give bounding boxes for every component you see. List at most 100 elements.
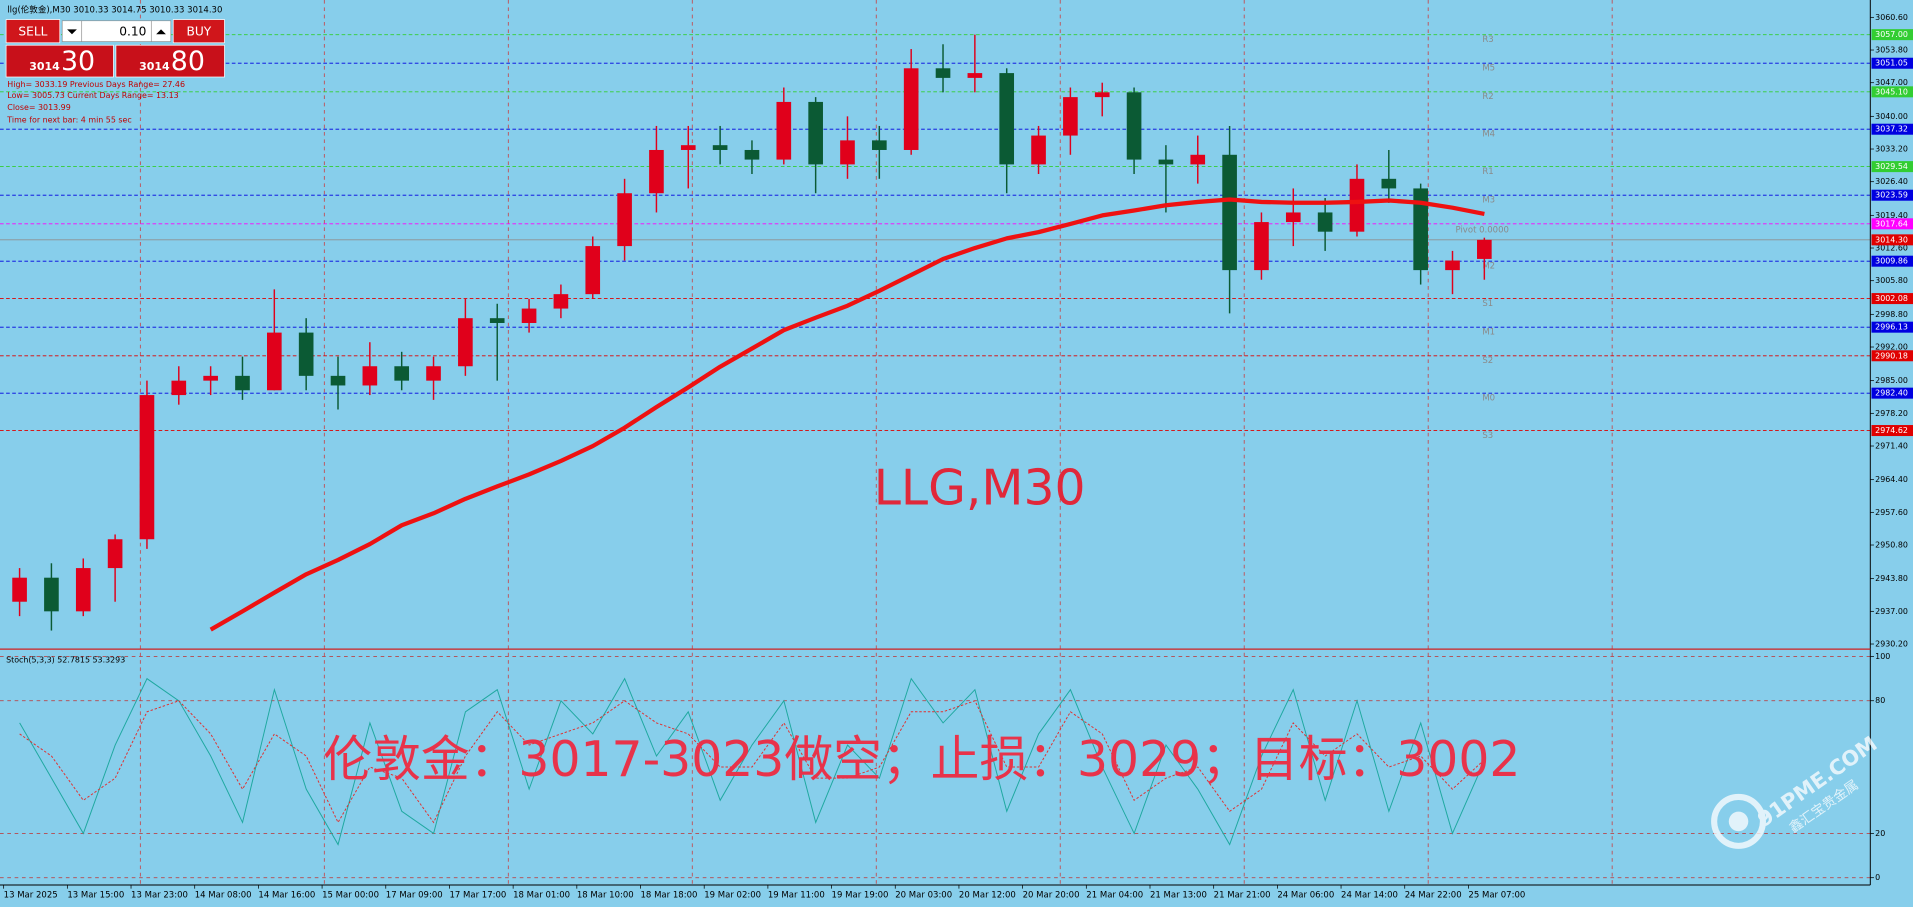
level-tag <box>1871 29 1913 41</box>
x-tick-label: 20 Mar 12:00 <box>959 890 1016 900</box>
sell-button[interactable] <box>5 19 61 44</box>
candle-body <box>649 149 664 194</box>
up-arrow <box>156 29 166 35</box>
candle-body <box>1317 212 1333 232</box>
pivot-name: S3 <box>1482 431 1493 441</box>
x-tick-label: 13 Mar 2025 <box>4 890 58 900</box>
pivot-name: M1 <box>1482 328 1495 338</box>
x-tick-label: 24 Mar 14:00 <box>1341 890 1398 900</box>
lot-value[interactable]: 0.10 <box>119 24 146 38</box>
candle-body <box>776 101 792 160</box>
candle-body <box>171 380 187 396</box>
logo-ring <box>1711 793 1766 849</box>
candle-body <box>1126 92 1142 160</box>
pivot-name: M2 <box>1482 262 1495 272</box>
buy-button[interactable] <box>172 19 225 44</box>
sell-label[interactable]: SELL <box>18 24 47 38</box>
y-tick-label: 3047.00 <box>1875 78 1908 87</box>
trade-annotation: 伦敦金：3017-3023做空；止损：3029；目标：3002 <box>323 731 1520 788</box>
candle-body <box>75 568 91 612</box>
y-tick-label: 2998.80 <box>1875 310 1908 319</box>
x-tick-label: 17 Mar 09:00 <box>386 890 443 900</box>
candle-body <box>712 145 728 150</box>
x-tick-label: 13 Mar 15:00 <box>67 890 124 900</box>
candle-body <box>1063 97 1078 136</box>
ask-main[interactable]: 3014 <box>139 60 170 73</box>
candle-body <box>1094 92 1110 98</box>
level-tag <box>1871 123 1913 135</box>
pivot-name: S1 <box>1482 299 1493 309</box>
candle-body <box>1381 178 1397 189</box>
pivot-name: R2 <box>1482 92 1493 102</box>
bid-main[interactable]: 3014 <box>29 60 60 73</box>
info-line: Close= 3013.99 <box>7 103 70 112</box>
y-tick-label: 2930.20 <box>1875 640 1908 649</box>
candle-body <box>1190 154 1206 165</box>
ask-box[interactable] <box>115 44 225 78</box>
candle-body <box>744 149 760 160</box>
level-label: 3023.59 <box>1875 191 1908 200</box>
x-tick-label: 20 Mar 20:00 <box>1023 890 1080 900</box>
x-tick-label: 18 Mar 18:00 <box>641 890 698 900</box>
bid-box[interactable] <box>5 44 114 78</box>
stoch-line <box>19 700 1485 824</box>
current-price-label: 3014.30 <box>1875 235 1908 244</box>
level-tag <box>1871 218 1913 230</box>
level-tag <box>1871 57 1913 69</box>
level-tag <box>1871 387 1913 399</box>
y-tick-label: 3019.40 <box>1875 211 1908 220</box>
level-label: 3029.54 <box>1875 162 1908 171</box>
buy-label[interactable]: BUY <box>186 24 211 38</box>
candle-body <box>362 366 378 386</box>
ask-big[interactable]: 80 <box>171 46 205 77</box>
stoch-line <box>19 677 1485 846</box>
pivot-name: S2 <box>1482 356 1493 366</box>
level-label: 2990.18 <box>1875 351 1908 360</box>
candle-body <box>585 246 601 295</box>
candle-body <box>999 73 1015 165</box>
x-tick-label: 13 Mar 23:00 <box>131 890 188 900</box>
candle-body <box>330 375 346 386</box>
x-tick-label: 21 Mar 13:00 <box>1150 890 1207 900</box>
candle-body <box>1222 154 1237 271</box>
candle-body <box>426 366 441 381</box>
level-tag <box>1871 425 1913 437</box>
candle-body <box>139 395 155 540</box>
y-tick-label: 3012.60 <box>1875 244 1908 253</box>
y-tick-label: 3040.00 <box>1875 112 1908 121</box>
logo-dot <box>1728 811 1749 832</box>
candle-body <box>394 366 410 381</box>
x-tick-label: 19 Mar 19:00 <box>832 890 889 900</box>
moving-average <box>209 197 1485 632</box>
pivot-name: R3 <box>1482 35 1493 45</box>
info-line: Low= 3005.73 Current Days Range= 13.13 <box>7 91 178 100</box>
candle-body <box>1031 135 1046 165</box>
level-label: 3057.00 <box>1875 30 1908 39</box>
candle-body <box>903 68 919 150</box>
x-tick-label: 18 Mar 01:00 <box>513 890 570 900</box>
candle-body <box>458 318 473 367</box>
y-tick-label: 2957.60 <box>1875 508 1908 517</box>
candle-body <box>1349 178 1365 232</box>
y-tick-label: 20 <box>1875 829 1885 838</box>
candle-body <box>680 145 696 150</box>
level-tag <box>1871 86 1913 98</box>
info-line: High= 3033.19 Previous Days Range= 27.46 <box>7 80 185 89</box>
y-tick-label: 3005.80 <box>1875 276 1908 285</box>
y-tick-label: 3053.80 <box>1875 46 1908 55</box>
down-arrow <box>67 29 77 35</box>
level-label: 2982.40 <box>1875 389 1908 398</box>
candle-body <box>967 73 983 78</box>
candle-body <box>107 539 123 569</box>
x-tick-label: 14 Mar 16:00 <box>258 890 315 900</box>
current-price-tag <box>1871 234 1913 246</box>
x-tick-label: 14 Mar 08:00 <box>195 890 252 900</box>
candle-body <box>44 577 59 612</box>
bid-big[interactable]: 30 <box>61 46 95 77</box>
x-tick-label: 24 Mar 22:00 <box>1405 890 1462 900</box>
candle-body <box>521 308 537 323</box>
candle-body <box>203 375 218 381</box>
y-tick-label: 3026.40 <box>1875 177 1908 186</box>
candle-body <box>808 101 823 165</box>
